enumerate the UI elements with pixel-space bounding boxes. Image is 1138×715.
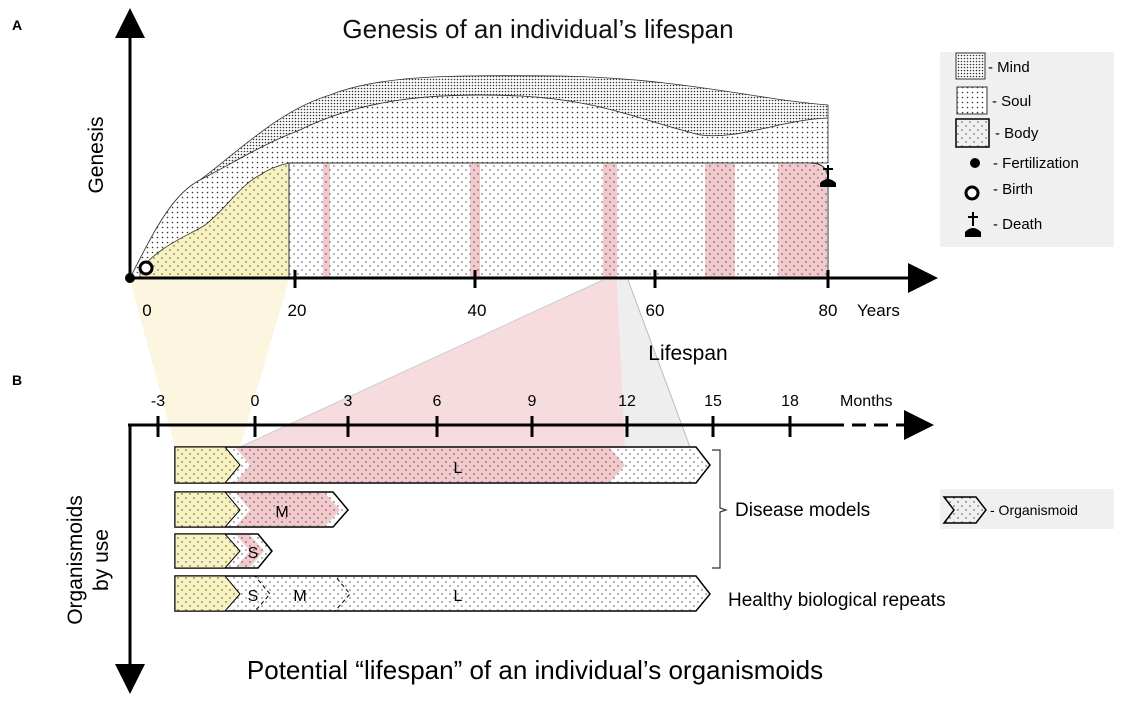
legend-soul: - Soul [992,93,1031,110]
panel-b-y-label: by use [90,529,113,591]
x-tick-label: 0 [142,301,151,320]
red-zoom-funnel [240,280,625,447]
svg-text:L: L [454,588,463,605]
x-tick-label: 0 [251,393,260,410]
x-unit: Months [840,393,892,410]
adult-body-dots [288,162,829,279]
x-tick-label: 60 [646,301,665,320]
funnel-edge [627,279,691,448]
organismoid-row-l: L [174,446,711,484]
panel-a-x-label: Lifespan [648,342,727,365]
legend-fertilization: - Fertilization [993,155,1079,172]
panel-b-y-label: Organismoids [64,495,87,625]
x-unit: Years [857,301,900,320]
panel-a-ticks [293,270,830,288]
disease-models-label: Disease models [735,500,870,521]
legend-mind: - Mind [988,59,1030,76]
disease-models-brace [712,449,728,569]
fertilization-icon [125,273,135,283]
x-tick-label: 12 [618,393,636,410]
healthy-repeats-label: Healthy biological repeats [728,590,946,611]
childhood-body-dots [139,162,290,279]
soul-swatch [956,86,988,115]
legend-body: - Body [995,125,1039,142]
legend-birth: - Birth [993,181,1033,198]
legend-death: - Death [993,216,1042,233]
mind-swatch [955,52,986,80]
death-icon [820,165,836,187]
panel-b-title: Potential “lifespan” of an individual’s … [247,655,823,685]
yellow-zoom-funnel [130,280,289,447]
funnel-edge [239,279,604,448]
svg-text:S: S [248,545,259,562]
x-tick-label: 18 [781,393,799,410]
panel-a-title: Genesis of an individual’s lifespan [342,14,733,44]
fertilization-icon [970,158,980,168]
x-tick-label: 9 [528,393,537,410]
legend-a [940,52,1114,247]
legend-organismoid: - Organismoid [990,502,1078,518]
death-icon [965,212,981,237]
x-tick-label: 3 [344,393,353,410]
x-tick-label: 20 [288,301,307,320]
x-tick-label: -3 [151,393,165,410]
soul-layer [129,94,829,279]
svg-text:S: S [248,588,259,605]
panel-b-ticks [156,416,792,437]
panel-a-label: A [12,17,22,33]
svg-text:M: M [293,588,306,605]
x-tick-label: 15 [704,393,722,410]
birth-icon [138,260,154,276]
organismoid-swatch [942,496,987,524]
x-tick-label: 40 [468,301,487,320]
svg-text:M: M [275,504,288,521]
organismoid-row-healthy: S M L [174,575,711,612]
svg-text:L: L [454,460,463,477]
birth-icon [964,185,980,201]
organismoid-row-m: M [174,491,349,528]
panel-a-y-label: Genesis [85,116,108,193]
organismoid-row-s: S [174,533,273,569]
body-swatch [955,118,990,148]
grey-zoom-funnel [617,280,690,447]
x-tick-label: 6 [433,393,442,410]
x-tick-label: 80 [819,301,838,320]
panel-b-label: B [12,372,22,388]
